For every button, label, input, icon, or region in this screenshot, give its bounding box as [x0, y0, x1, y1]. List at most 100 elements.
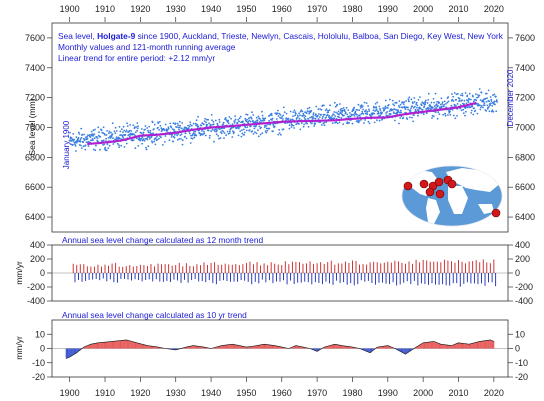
monthly-point [458, 99, 461, 102]
monthly-point [77, 137, 80, 139]
monthly-point [102, 139, 105, 142]
monthly-point [436, 117, 439, 120]
monthly-point [437, 111, 440, 114]
monthly-point [382, 107, 384, 109]
monthly-point [133, 126, 136, 128]
monthly-point [364, 119, 366, 121]
monthly-point [255, 132, 258, 135]
monthly-point [384, 107, 387, 109]
monthly-point [95, 144, 97, 147]
monthly-point [343, 110, 346, 113]
monthly-point [479, 108, 482, 111]
monthly-point [122, 125, 125, 128]
monthly-point [454, 117, 457, 120]
tide-gauge-marker [435, 189, 445, 199]
monthly-point [79, 138, 82, 141]
monthly-point [308, 112, 311, 115]
monthly-point [147, 129, 149, 132]
monthly-point [378, 119, 381, 122]
monthly-point [259, 118, 261, 120]
monthly-point [293, 109, 296, 112]
monthly-point [244, 117, 247, 120]
monthly-point [298, 112, 300, 115]
monthly-point [415, 101, 418, 104]
monthly-point [102, 126, 105, 129]
monthly-point [245, 113, 248, 116]
monthly-point [302, 125, 305, 128]
bottom-year-label: 2010 [448, 388, 468, 398]
monthly-point [327, 109, 329, 112]
y-tick-label: 7400 [25, 63, 45, 73]
monthly-point [307, 125, 310, 128]
monthly-point [465, 102, 468, 105]
monthly-point [168, 139, 171, 142]
monthly-point [395, 101, 398, 104]
monthly-point [470, 112, 473, 114]
monthly-point [122, 137, 125, 139]
monthly-point [396, 112, 399, 115]
monthly-point [106, 130, 108, 132]
monthly-point [141, 142, 144, 145]
monthly-point [412, 120, 414, 123]
monthly-point [292, 124, 295, 127]
monthly-point [197, 115, 200, 118]
monthly-point [449, 114, 452, 116]
monthly-point [414, 105, 416, 108]
monthly-point [357, 103, 360, 106]
monthly-point [342, 123, 345, 125]
monthly-point [292, 115, 294, 117]
monthly-point [170, 126, 173, 129]
monthly-point [137, 145, 140, 147]
monthly-point [169, 122, 172, 125]
monthly-point [283, 111, 286, 114]
monthly-point [477, 94, 479, 96]
monthly-point [476, 96, 478, 99]
monthly-point [493, 100, 496, 103]
monthly-point [80, 147, 83, 150]
y-tick-label: 0 [515, 268, 520, 278]
monthly-point [434, 111, 437, 113]
monthly-point [428, 107, 430, 110]
monthly-point [486, 104, 489, 107]
monthly-point [172, 140, 175, 143]
monthly-point [475, 93, 477, 95]
monthly-point [411, 116, 413, 119]
top-year-label: 2020 [484, 4, 504, 14]
monthly-point [261, 114, 264, 117]
monthly-point [304, 118, 307, 121]
monthly-point [303, 123, 306, 126]
monthly-point [241, 129, 243, 132]
monthly-point [436, 101, 438, 103]
monthly-point [408, 100, 410, 103]
monthly-point [473, 107, 475, 109]
monthly-point [211, 119, 213, 122]
monthly-point [472, 100, 475, 103]
panel2-bars [72, 259, 497, 287]
monthly-point [74, 145, 77, 147]
monthly-point [491, 104, 493, 107]
monthly-point [457, 93, 459, 95]
monthly-point [460, 94, 462, 96]
monthly-point [292, 111, 295, 113]
monthly-point [119, 130, 122, 133]
monthly-point [227, 119, 230, 122]
monthly-point [490, 98, 493, 101]
monthly-point [146, 138, 149, 141]
monthly-point [475, 99, 478, 102]
monthly-point [215, 133, 218, 136]
monthly-point [80, 144, 82, 147]
monthly-point [258, 125, 261, 128]
monthly-point [181, 143, 184, 146]
monthly-point [227, 122, 230, 125]
monthly-point [325, 108, 328, 111]
monthly-point [356, 115, 359, 118]
monthly-point [222, 121, 225, 124]
monthly-point [351, 122, 354, 125]
monthly-point [90, 130, 93, 133]
monthly-point [486, 97, 488, 99]
monthly-point [211, 128, 214, 131]
monthly-point [317, 118, 320, 120]
monthly-point [464, 114, 466, 117]
monthly-point [200, 124, 203, 127]
top-year-axis: 1900 1910 1920 1930 1940 1950 1960 1970 1980 1990… [60, 4, 504, 22]
